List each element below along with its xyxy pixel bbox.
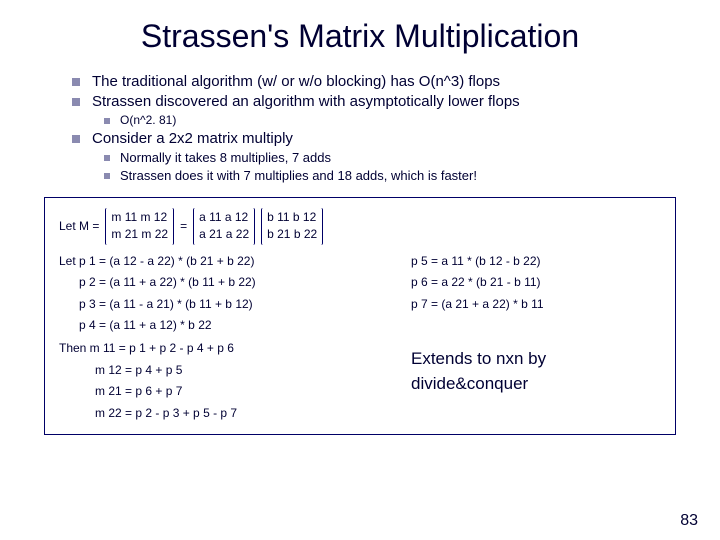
square-bullet-icon bbox=[104, 155, 110, 161]
bullet-text: The traditional algorithm (w/ or w/o blo… bbox=[92, 73, 500, 90]
square-bullet-icon bbox=[72, 78, 80, 86]
formula-columns: Let p 1 = (a 12 - a 22) * (b 21 + b 22) … bbox=[59, 253, 661, 426]
formula-p2: p 2 = (a 11 + a 22) * (b 11 + b 22) bbox=[79, 274, 411, 291]
square-bullet-icon bbox=[72, 98, 80, 106]
slide-title: Strassen's Matrix Multiplication bbox=[30, 18, 690, 55]
bullet-list: The traditional algorithm (w/ or w/o blo… bbox=[72, 73, 690, 183]
square-bullet-icon bbox=[104, 118, 110, 124]
matrix-cell: a 21 a 22 bbox=[199, 226, 249, 243]
matrix-cell: m 11 m 12 bbox=[111, 209, 168, 226]
bullet-subitem: Normally it takes 8 multiplies, 7 adds bbox=[104, 150, 690, 165]
bullet-item: Consider a 2x2 matrix multiply bbox=[72, 130, 690, 147]
right-formulas: p 5 = a 11 * (b 12 - b 22) p 6 = a 22 * … bbox=[411, 253, 661, 426]
formula-p3: p 3 = (a 11 - a 21) * (b 11 + b 12) bbox=[79, 296, 411, 313]
let-m-label: Let M = bbox=[59, 218, 99, 235]
extends-note: Extends to nxn by divide&conquer bbox=[411, 347, 661, 396]
matrix-definition: Let M = m 11 m 12 m 21 m 22 = a 11 a 12 … bbox=[59, 208, 661, 245]
matrix-b: b 11 b 12 b 21 b 22 bbox=[261, 208, 323, 245]
formula-m11: Then m 11 = p 1 + p 2 - p 4 + p 6 bbox=[59, 340, 411, 357]
bullet-text: O(n^2. 81) bbox=[120, 113, 176, 127]
matrix-cell: b 21 b 22 bbox=[267, 226, 317, 243]
formula-box: Let M = m 11 m 12 m 21 m 22 = a 11 a 12 … bbox=[44, 197, 676, 435]
matrix-cell: a 11 a 12 bbox=[199, 209, 249, 226]
equals-label: = bbox=[180, 218, 187, 235]
matrix-cell: b 11 b 12 bbox=[267, 209, 317, 226]
formula-p1: Let p 1 = (a 12 - a 22) * (b 21 + b 22) bbox=[59, 253, 411, 270]
square-bullet-icon bbox=[104, 173, 110, 179]
square-bullet-icon bbox=[72, 135, 80, 143]
bullet-text: Consider a 2x2 matrix multiply bbox=[92, 130, 293, 147]
bullet-text: Strassen does it with 7 multiplies and 1… bbox=[120, 168, 477, 183]
bullet-text: Strassen discovered an algorithm with as… bbox=[92, 93, 520, 110]
page-number: 83 bbox=[680, 512, 698, 530]
matrix-cell: m 21 m 22 bbox=[111, 226, 168, 243]
then-block: Then m 11 = p 1 + p 2 - p 4 + p 6 m 12 =… bbox=[59, 340, 411, 422]
matrix-m: m 11 m 12 m 21 m 22 bbox=[105, 208, 174, 245]
bullet-text: Normally it takes 8 multiplies, 7 adds bbox=[120, 150, 331, 165]
formula-m12: m 12 = p 4 + p 5 bbox=[95, 362, 411, 379]
formula-p4: p 4 = (a 11 + a 12) * b 22 bbox=[79, 317, 411, 334]
formula-p5: p 5 = a 11 * (b 12 - b 22) bbox=[411, 253, 661, 270]
formula-m22: m 22 = p 2 - p 3 + p 5 - p 7 bbox=[95, 405, 411, 422]
matrix-a: a 11 a 12 a 21 a 22 bbox=[193, 208, 255, 245]
bullet-item: The traditional algorithm (w/ or w/o blo… bbox=[72, 73, 690, 90]
bullet-subitem: O(n^2. 81) bbox=[104, 113, 690, 127]
bullet-subitem: Strassen does it with 7 multiplies and 1… bbox=[104, 168, 690, 183]
formula-m21: m 21 = p 6 + p 7 bbox=[95, 383, 411, 400]
left-formulas: Let p 1 = (a 12 - a 22) * (b 21 + b 22) … bbox=[59, 253, 411, 426]
formula-p7: p 7 = (a 21 + a 22) * b 11 bbox=[411, 296, 661, 313]
bullet-item: Strassen discovered an algorithm with as… bbox=[72, 93, 690, 110]
formula-p6: p 6 = a 22 * (b 21 - b 11) bbox=[411, 274, 661, 291]
